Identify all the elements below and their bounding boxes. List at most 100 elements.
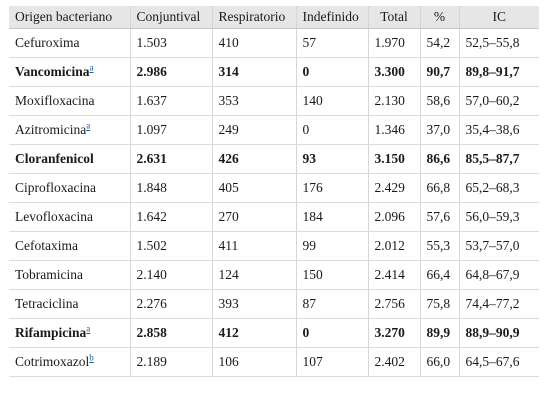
antibiotic-name: Ciprofloxacina (15, 180, 96, 195)
footnote-link[interactable]: a (86, 120, 91, 131)
percent-cell: 66,4 (420, 260, 460, 290)
undefined-cell: 140 (296, 86, 369, 116)
table-row: Vancomicinaa 2.986 314 0 3.300 90,7 89,8–91,7 (9, 57, 539, 87)
conjunctival-cell: 2.140 (130, 260, 213, 290)
table-row: Moxifloxacina 1.637 353 140 2.130 58,6 57,0–60… (9, 86, 539, 116)
antibiotic-name-cell: Ciprofloxacina (9, 173, 131, 203)
ci-cell: 56,0–59,3 (459, 202, 539, 232)
ci-cell: 52,5–55,8 (459, 28, 539, 58)
undefined-cell: 99 (296, 231, 369, 261)
conjunctival-cell: 2.986 (130, 57, 213, 87)
undefined-cell: 0 (296, 115, 369, 145)
conjunctival-cell: 1.848 (130, 173, 213, 203)
conjunctival-cell: 1.637 (130, 86, 213, 116)
undefined-cell: 150 (296, 260, 369, 290)
respiratory-cell: 412 (212, 318, 297, 348)
percent-cell: 58,6 (420, 86, 460, 116)
antibiotic-name: Cefuroxima (15, 35, 80, 50)
ci-cell: 57,0–60,2 (459, 86, 539, 116)
ci-cell: 64,5–67,6 (459, 347, 539, 377)
percent-cell: 75,8 (420, 289, 460, 319)
ci-cell: 74,4–77,2 (459, 289, 539, 319)
total-cell: 2.756 (368, 289, 421, 319)
table-row: Tetraciclina 2.276 393 87 2.756 75,8 74,4–77,2 (9, 289, 539, 319)
respiratory-cell: 405 (212, 173, 297, 203)
conjunctival-cell: 2.631 (130, 144, 213, 174)
percent-cell: 89,9 (420, 318, 460, 348)
ci-cell: 35,4–38,6 (459, 115, 539, 145)
footnote-link[interactable]: a (89, 62, 94, 73)
antibiotic-name-cell: Levofloxacina (9, 202, 131, 232)
undefined-cell: 0 (296, 57, 369, 87)
total-cell: 2.402 (368, 347, 421, 377)
antibiotic-name: Moxifloxacina (15, 93, 95, 108)
conjunctival-cell: 1.502 (130, 231, 213, 261)
table-body: Cefuroxima 1.503 410 57 1.970 54,2 52,5–55,8 Va… (9, 28, 539, 377)
column-header-total: Total (368, 6, 421, 29)
respiratory-cell: 353 (212, 86, 297, 116)
undefined-cell: 0 (296, 318, 369, 348)
antibiotic-name: Tobramicina (15, 267, 84, 282)
column-header-respiratory: Respiratorio (212, 6, 297, 29)
column-header-ci: IC (459, 6, 539, 29)
table-row: Ciprofloxacina 1.848 405 176 2.429 66,8 65,2–6… (9, 173, 539, 203)
ci-cell: 88,9–90,9 (459, 318, 539, 348)
table-row: Rifampicinaa 2.858 412 0 3.270 89,9 88,9–90,9 (9, 318, 539, 348)
undefined-cell: 87 (296, 289, 369, 319)
table-row: Cloranfenicol 2.631 426 93 3.150 86,6 85,5–87,… (9, 144, 539, 174)
undefined-cell: 176 (296, 173, 369, 203)
percent-cell: 86,6 (420, 144, 460, 174)
total-cell: 2.012 (368, 231, 421, 261)
antibiotic-name: Cefotaxima (15, 238, 78, 253)
antibiotic-name: Azitromicina (15, 122, 87, 137)
footnote-link[interactable]: a (86, 323, 91, 334)
column-header-undefined: Indefinido (296, 6, 369, 29)
total-cell: 2.414 (368, 260, 421, 290)
antibiotic-name: Levofloxacina (15, 209, 93, 224)
column-header-origin: Origen bacteriano (9, 6, 131, 29)
antibiotic-name-cell: Cefuroxima (9, 28, 131, 58)
respiratory-cell: 314 (212, 57, 297, 87)
undefined-cell: 184 (296, 202, 369, 232)
antibiotic-name-cell: Rifampicinaa (9, 318, 131, 348)
conjunctival-cell: 2.276 (130, 289, 213, 319)
conjunctival-cell: 1.503 (130, 28, 213, 58)
antibiotic-name-cell: Cotrimoxazolb (9, 347, 131, 377)
respiratory-cell: 411 (212, 231, 297, 261)
table-header: Origen bacteriano Conjuntival Respirator… (9, 6, 539, 29)
table-row: Cotrimoxazolb 2.189 106 107 2.402 66,0 64,5–67… (9, 347, 539, 377)
antibiotic-name-cell: Tobramicina (9, 260, 131, 290)
undefined-cell: 107 (296, 347, 369, 377)
column-header-conjunctival: Conjuntival (130, 6, 213, 29)
total-cell: 3.150 (368, 144, 421, 174)
ci-cell: 85,5–87,7 (459, 144, 539, 174)
antibiotic-name: Tetraciclina (15, 296, 79, 311)
column-header-percent: % (420, 6, 460, 29)
undefined-cell: 57 (296, 28, 369, 58)
total-cell: 2.096 (368, 202, 421, 232)
antibiotic-sensitivity-table: Origen bacteriano Conjuntival Respirator… (9, 6, 539, 377)
antibiotic-name: Rifampicina (15, 325, 87, 340)
percent-cell: 37,0 (420, 115, 460, 145)
respiratory-cell: 249 (212, 115, 297, 145)
total-cell: 3.300 (368, 57, 421, 87)
undefined-cell: 93 (296, 144, 369, 174)
percent-cell: 66,8 (420, 173, 460, 203)
ci-cell: 65,2–68,3 (459, 173, 539, 203)
antibiotic-name: Vancomicina (15, 64, 90, 79)
ci-cell: 53,7–57,0 (459, 231, 539, 261)
percent-cell: 54,2 (420, 28, 460, 58)
conjunctival-cell: 2.189 (130, 347, 213, 377)
respiratory-cell: 426 (212, 144, 297, 174)
table-row: Cefotaxima 1.502 411 99 2.012 55,3 53,7–57,0 (9, 231, 539, 261)
table-row: Tobramicina 2.140 124 150 2.414 66,4 64,8–67,9 (9, 260, 539, 290)
antibiotic-name-cell: Cloranfenicol (9, 144, 131, 174)
conjunctival-cell: 1.097 (130, 115, 213, 145)
percent-cell: 57,6 (420, 202, 460, 232)
table-row: Levofloxacina 1.642 270 184 2.096 57,6 56,0–59… (9, 202, 539, 232)
total-cell: 3.270 (368, 318, 421, 348)
table-row: Cefuroxima 1.503 410 57 1.970 54,2 52,5–55,8 (9, 28, 539, 58)
respiratory-cell: 270 (212, 202, 297, 232)
respiratory-cell: 410 (212, 28, 297, 58)
footnote-link[interactable]: b (89, 352, 94, 363)
